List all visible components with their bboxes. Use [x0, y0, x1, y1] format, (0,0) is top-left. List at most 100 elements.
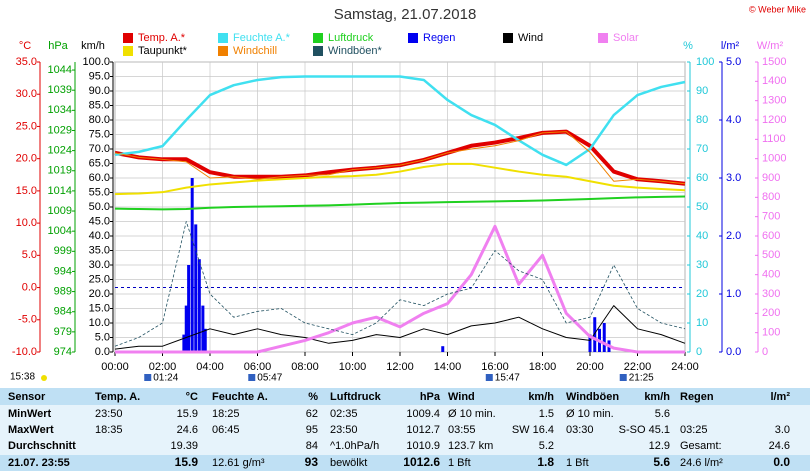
rain-bar: [588, 334, 592, 352]
y-tick-label: 1500: [762, 56, 786, 68]
y-tick-label: 20: [696, 288, 708, 300]
table-header-bg: [0, 388, 810, 405]
table-cell: 15.9: [177, 408, 198, 420]
y-tick-label: 0: [696, 346, 702, 358]
rain-bar: [602, 323, 606, 352]
y-tick-label: 55.0: [89, 186, 110, 198]
legend-label: Regen: [423, 32, 455, 44]
table-cell: 24.6: [769, 440, 790, 452]
rain-bar: [182, 334, 186, 352]
axis-title: W/m²: [757, 40, 784, 52]
x-tick-label: 12:00: [386, 361, 414, 373]
y-tick-label: 30: [696, 259, 708, 271]
y-tick-label: 0.0: [726, 346, 741, 358]
axis-title: °C: [19, 40, 31, 52]
legend-label: Feuchte A.*: [233, 32, 291, 44]
y-tick-label: 10.0: [16, 217, 37, 229]
table-cell: 1 Bft: [448, 457, 471, 469]
x-tick-label: 24:00: [671, 361, 699, 373]
legend-label: Temp. A.*: [138, 32, 186, 44]
x-tick-label: 10:00: [339, 361, 367, 373]
legend-label: Taupunkt*: [138, 45, 188, 57]
y-tick-label: 90: [696, 85, 708, 97]
rain-bar: [184, 305, 188, 352]
y-tick-label: 600: [762, 230, 780, 242]
table-cell: MinWert: [8, 408, 52, 420]
rain-bar: [187, 265, 191, 352]
y-tick-label: 5.0: [726, 56, 741, 68]
y-tick-label: 15.0: [16, 185, 37, 197]
legend-swatch: [503, 33, 513, 43]
y-tick-label: 70.0: [89, 143, 110, 155]
table-header: km/h: [528, 391, 554, 403]
table-cell: 1 Bft: [566, 457, 589, 469]
table-cell: 12.61 g/m³: [212, 457, 265, 469]
y-tick-label: 30.0: [16, 88, 37, 100]
y-tick-label: 300: [762, 288, 780, 300]
legend-label: Luftdruck: [328, 32, 374, 44]
y-tick-label: 0: [762, 346, 768, 358]
y-tick-label: 1009: [48, 205, 72, 217]
rain-bar: [441, 346, 445, 352]
y-tick-label: 80.0: [89, 114, 110, 126]
y-tick-label: 200: [762, 307, 780, 319]
y-tick-label: 45.0: [89, 215, 110, 227]
y-tick-label: 1039: [48, 84, 72, 96]
table-cell: 1010.9: [406, 440, 440, 452]
rain-bar: [593, 317, 597, 352]
table-header: °C: [186, 391, 198, 403]
y-tick-label: 35.0: [16, 56, 37, 68]
marker-label: 05:47: [257, 373, 282, 384]
table-cell: 19.39: [170, 440, 198, 452]
y-tick-label: 4.0: [726, 114, 741, 126]
chart-title: Samstag, 21.07.2018: [334, 6, 477, 23]
y-tick-label: 20.0: [89, 288, 110, 300]
table-cell: 62: [306, 408, 318, 420]
y-tick-label: 400: [762, 269, 780, 281]
table-cell: 12.9: [649, 440, 670, 452]
y-tick-label: 500: [762, 249, 780, 261]
table-cell: Durchschnitt: [8, 440, 76, 452]
table-cell: ^1.0hPa/h: [330, 440, 379, 452]
y-tick-label: 20.0: [16, 153, 37, 165]
table-cell: 1.8: [537, 455, 554, 469]
table-cell: 1009.4: [406, 408, 440, 420]
axis-title: %: [683, 40, 693, 52]
table-header: Windböen: [566, 391, 619, 403]
y-tick-label: 100: [696, 56, 714, 68]
y-tick-label: 1044: [48, 64, 72, 76]
table-cell: 18:25: [212, 408, 240, 420]
table-header: Feuchte A.: [212, 391, 268, 403]
x-tick-label: 04:00: [196, 361, 224, 373]
series-line: [114, 221, 686, 347]
table-header: Sensor: [8, 391, 46, 403]
y-tick-label: 989: [54, 285, 72, 297]
x-tick-label: 20:00: [576, 361, 604, 373]
table-cell: 21.07. 23:55: [8, 457, 70, 469]
table-cell: Ø 10 min.: [566, 408, 614, 420]
y-tick-label: 65.0: [89, 157, 110, 169]
table-cell: 18:35: [95, 424, 123, 436]
table-header: Temp. A.: [95, 391, 140, 403]
marker-label: 01:24: [153, 373, 178, 384]
y-tick-label: 1400: [762, 75, 786, 87]
y-tick-label: 1100: [762, 133, 786, 145]
table-cell: 0.0: [773, 455, 790, 469]
rain-bar: [203, 328, 207, 352]
table-header: Regen: [680, 391, 714, 403]
table-cell: 1012.6: [403, 455, 440, 469]
legend-swatch: [218, 33, 228, 43]
marker-label: 21:25: [629, 373, 654, 384]
y-tick-label: 5.0: [95, 331, 110, 343]
table-cell: SW 16.4: [512, 424, 554, 436]
x-tick-label: 02:00: [149, 361, 177, 373]
table-header: Luftdruck: [330, 391, 382, 403]
rain-bar: [190, 178, 194, 352]
y-tick-label: 25.0: [89, 273, 110, 285]
legend-swatch: [123, 33, 133, 43]
table-cell: 3.0: [775, 424, 790, 436]
y-tick-label: 1200: [762, 114, 786, 126]
y-tick-label: 100: [762, 327, 780, 339]
y-tick-label: 2.0: [726, 230, 741, 242]
